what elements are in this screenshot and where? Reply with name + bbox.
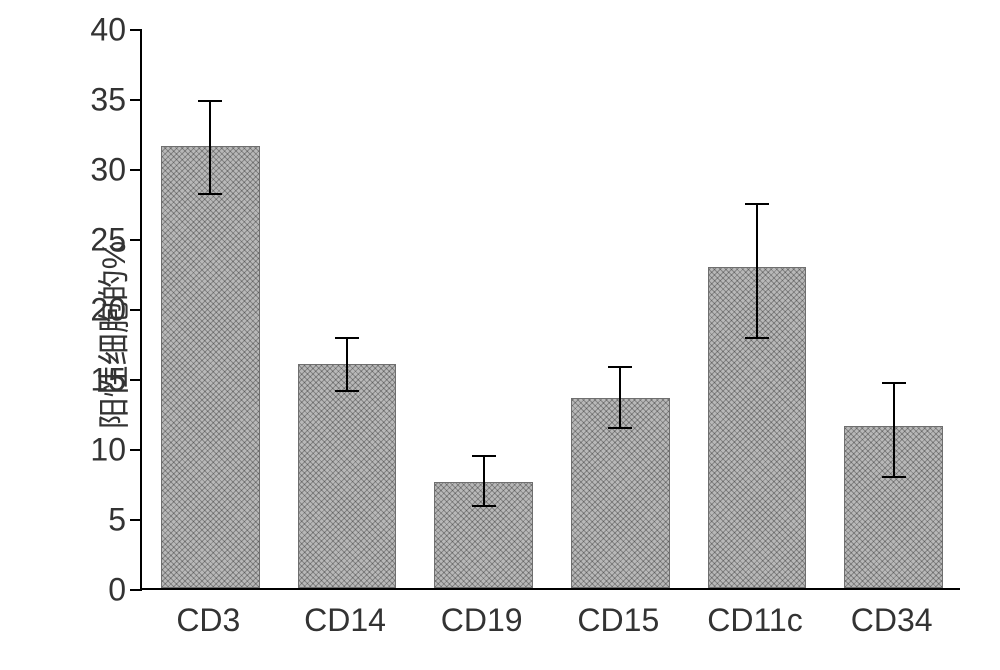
- x-tick-label: CD11c: [707, 602, 802, 639]
- y-tick-label: 35: [90, 82, 126, 119]
- y-tick: [130, 99, 142, 101]
- y-tick: [130, 589, 142, 591]
- y-tick-label: 25: [90, 222, 126, 259]
- y-tick-label: 5: [108, 502, 126, 539]
- error-cap: [198, 193, 222, 195]
- y-tick-label: 10: [90, 432, 126, 469]
- error-cap: [745, 203, 769, 205]
- error-bar: [483, 456, 485, 506]
- error-bar: [346, 338, 348, 391]
- error-cap: [882, 476, 906, 478]
- y-tick-label: 30: [90, 152, 126, 189]
- error-cap: [198, 100, 222, 102]
- x-tick-label: CD34: [851, 602, 933, 639]
- bar: [161, 146, 259, 588]
- error-cap: [608, 366, 632, 368]
- error-bar: [756, 204, 758, 338]
- y-tick-label: 0: [108, 572, 126, 609]
- y-tick: [130, 29, 142, 31]
- error-cap: [608, 427, 632, 429]
- x-tick-label: CD14: [304, 602, 386, 639]
- error-cap: [882, 382, 906, 384]
- y-tick: [130, 449, 142, 451]
- error-bar: [209, 101, 211, 193]
- error-cap: [472, 505, 496, 507]
- plot-area: 0510152025303540: [140, 30, 960, 590]
- error-cap: [335, 337, 359, 339]
- y-tick-label: 20: [90, 292, 126, 329]
- x-tick-label: CD15: [577, 602, 659, 639]
- y-tick-label: 15: [90, 362, 126, 399]
- error-cap: [472, 455, 496, 457]
- bars-layer: [142, 30, 960, 588]
- error-cap: [335, 390, 359, 392]
- error-cap: [745, 337, 769, 339]
- x-tick-label: CD3: [176, 602, 240, 639]
- error-bar: [893, 383, 895, 477]
- y-axis-label: 阳性细胞的%: [89, 241, 135, 429]
- y-tick: [130, 379, 142, 381]
- bar: [298, 364, 396, 588]
- x-tick-label: CD19: [441, 602, 523, 639]
- y-tick: [130, 169, 142, 171]
- y-tick-label: 40: [90, 12, 126, 49]
- error-bar: [619, 367, 621, 427]
- y-tick: [130, 239, 142, 241]
- y-tick: [130, 519, 142, 521]
- bar-chart: 阳性细胞的% 0510152025303540 CD3CD14CD19CD15C…: [0, 0, 1000, 670]
- y-tick: [130, 309, 142, 311]
- x-axis-labels: CD3 CD14 CD19 CD15 CD11c CD34: [140, 596, 960, 646]
